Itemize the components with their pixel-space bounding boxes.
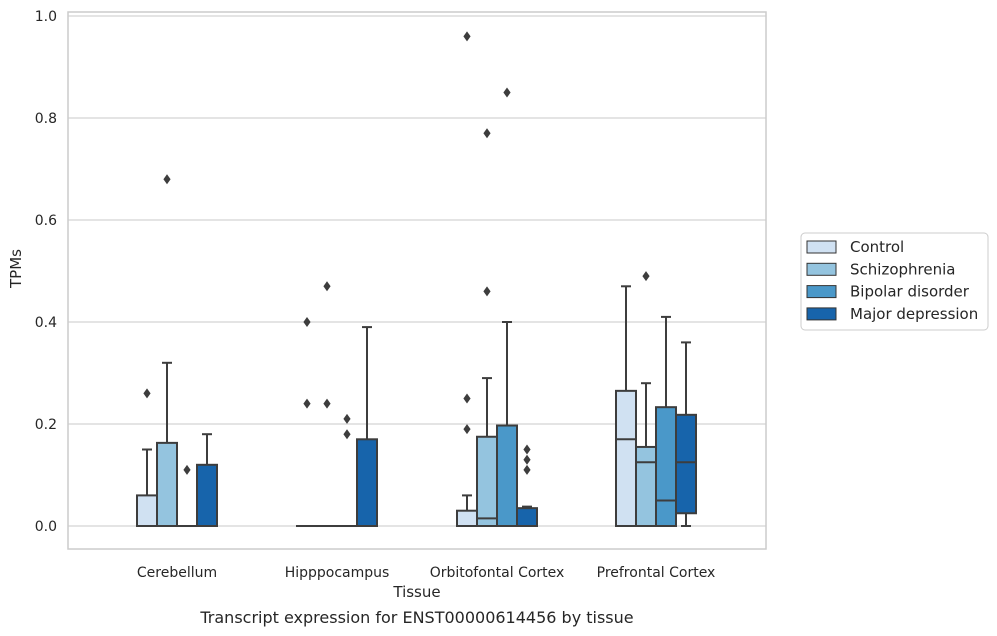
y-tick-label: 1.0	[35, 9, 57, 25]
x-axis-label: Tissue	[392, 583, 440, 601]
legend-swatch	[806, 262, 837, 276]
box	[675, 413, 697, 515]
box	[635, 445, 657, 528]
legend-label: Major depression	[850, 305, 978, 323]
y-tick-label: 0.6	[35, 213, 57, 229]
box	[156, 441, 178, 527]
outlier-point	[183, 464, 191, 475]
x-tick-label: Hipppocampus	[285, 565, 390, 581]
legend-label: Schizophrenia	[850, 260, 955, 278]
outlier-point	[523, 444, 531, 455]
outlier-point	[523, 454, 531, 465]
box	[356, 438, 378, 527]
box	[516, 507, 538, 527]
box-series	[136, 31, 697, 528]
plot-area-frame	[67, 11, 767, 550]
legend-box	[800, 232, 989, 331]
box	[476, 435, 498, 527]
outlier-point	[323, 398, 331, 409]
legend-swatch	[806, 285, 837, 299]
y-tick-label: 0.4	[35, 315, 57, 331]
y-tick-label: 0.2	[35, 417, 57, 433]
y-axis-ticks: 0.0 0.2 0.4 0.6 0.8 1.0	[35, 9, 57, 535]
y-tick-label: 0.0	[35, 519, 57, 535]
outlier-point	[463, 424, 471, 435]
legend-swatch	[806, 307, 837, 321]
x-tick-label: Orbitofontal Cortex	[430, 565, 565, 581]
outlier-point	[343, 413, 351, 424]
legend-swatch	[806, 240, 837, 254]
box	[496, 424, 518, 527]
box	[615, 389, 637, 527]
outlier-point	[463, 31, 471, 42]
chart-caption: Transcript expression for ENST0000061445…	[199, 608, 633, 627]
legend-label: Control	[850, 238, 904, 256]
outlier-point	[463, 393, 471, 404]
outlier-point	[642, 271, 650, 282]
box	[196, 463, 218, 527]
outlier-point	[303, 317, 311, 327]
series-schizophrenia	[156, 128, 657, 528]
series-major-depression	[196, 326, 697, 527]
x-tick-label: Prefrontal Cortex	[597, 565, 716, 581]
box	[456, 509, 478, 528]
outlier-point	[343, 429, 351, 440]
box	[655, 406, 677, 528]
outlier-point	[303, 398, 311, 409]
outlier-point	[323, 281, 331, 292]
y-tick-label: 0.8	[35, 111, 57, 127]
outlier-point	[143, 388, 151, 399]
legend: Control Schizophrenia Bipolar disorder Majo…	[800, 232, 989, 331]
legend-label: Bipolar disorder	[850, 283, 970, 301]
x-axis-ticks: Cerebellum Hipppocampus Orbitofontal Corte…	[137, 565, 715, 581]
outlier-point	[483, 128, 491, 139]
outlier-point	[483, 286, 491, 297]
box	[136, 494, 158, 527]
outlier-point	[163, 174, 171, 185]
y-axis-label: TPMs	[7, 249, 25, 289]
outlier-point	[503, 87, 511, 98]
x-tick-label: Cerebellum	[137, 565, 217, 581]
series-bipolar-disorder	[176, 87, 677, 528]
series-control	[136, 31, 637, 528]
outlier-point	[523, 464, 531, 475]
